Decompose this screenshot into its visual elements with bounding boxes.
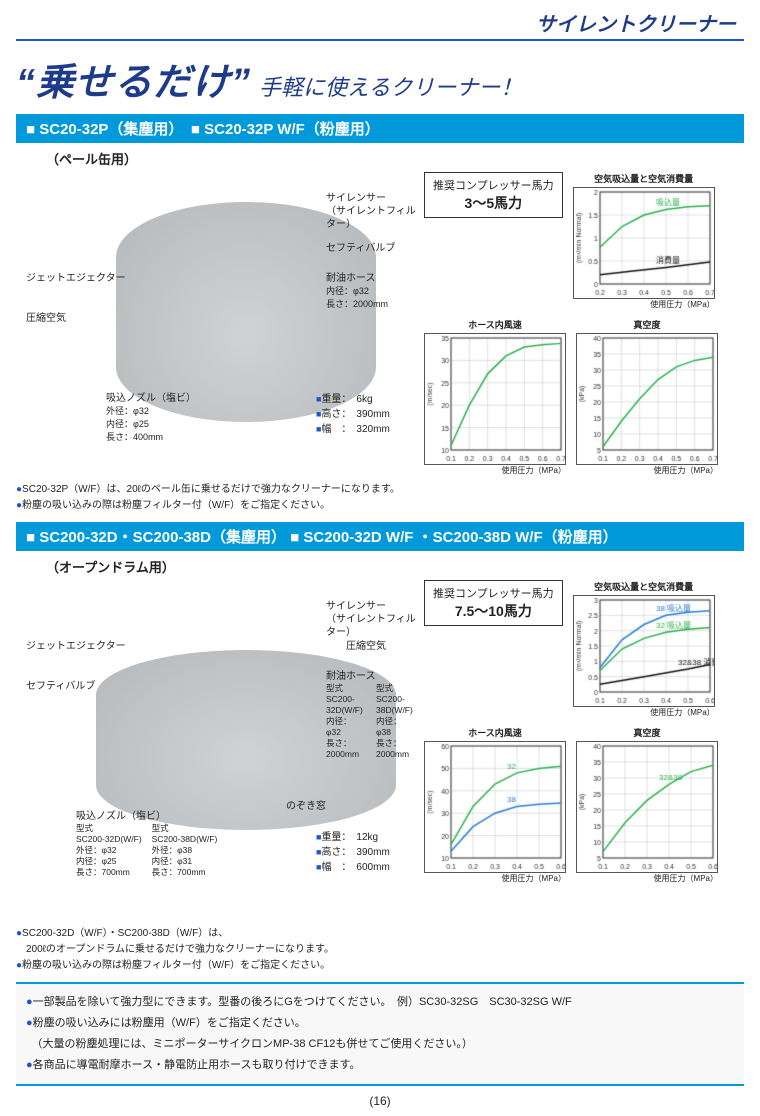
callout-nozzle: 吸込ノズル（塩ビ） 外径：φ32内径：φ25長さ：400mm <box>106 392 196 444</box>
callout-jet: ジェットエジェクター <box>26 640 126 653</box>
product2-diagram: サイレンサー（サイレントフィルター） ジェットエジェクター セフティバルブ 圧縮… <box>16 580 416 920</box>
comp-label: 推奨コンプレッサー馬力 <box>433 177 554 193</box>
product1-weight: ■重量： 6kg ■高さ： 390mm ■幅 ： 320mm <box>316 392 390 437</box>
footer-note: 粉塵の吸い込みには粉塵用（W/F）をご指定ください。 （大量の粉塵処理には、ミニ… <box>26 1017 473 1050</box>
comp-label: 推奨コンプレッサー馬力 <box>433 585 554 601</box>
weight-w: 重量： 6kg <box>321 394 372 405</box>
callout-air: 圧縮空気 <box>26 312 66 325</box>
chart-p1-airflow: 空気吸込量と空気消費量 使用圧力（MPa） <box>573 172 715 310</box>
callout-hose: 耐油ホース 内径：φ32長さ：2000mm <box>326 272 388 311</box>
xlabel: 使用圧力（MPa） <box>424 873 566 884</box>
callout-safety: セフティバルブ <box>326 242 395 255</box>
chart-title: 空気吸込量と空気消費量 <box>573 580 715 593</box>
chart-title: 真空度 <box>576 726 718 739</box>
callout-hose-spec: 内径：φ32長さ：2000mm <box>326 286 388 309</box>
chart-p2-vacuum: 真空度 使用圧力（MPa） <box>576 726 718 884</box>
note: SC20-32P（W/F）は、20ℓのペール缶に乗せるだけで強力なクリーナーにな… <box>22 484 400 495</box>
comp-hp: 3〜5馬力 <box>433 193 554 213</box>
compressor-box-1: 推奨コンプレッサー馬力 3〜5馬力 <box>424 172 563 218</box>
nozzle-spec-l: 型式SC200-32D(W/F)外径：φ32内径：φ25長さ：700mm <box>76 823 142 878</box>
xlabel: 使用圧力（MPa） <box>576 465 718 476</box>
chart-p2-velocity: ホース内風速 使用圧力（MPa） <box>424 726 566 884</box>
product2-section: （オープンドラム用） サイレンサー（サイレントフィルター） ジェットエジェクター… <box>16 557 744 974</box>
brand-underline <box>16 39 744 41</box>
callout-hose-label: 耐油ホース <box>326 273 376 284</box>
callout-nozzle: 吸込ノズル（塩ビ） 型式SC200-32D(W/F)外径：φ32内径：φ25長さ… <box>76 810 217 878</box>
product1-diagram: サイレンサー（サイレントフィルター） セフティバルブ ジェットエジェクター 圧縮… <box>16 172 416 472</box>
callout-hose: 耐油ホース 型式SC200-32D(W/F)内径：φ32長さ：2000mm 型式… <box>326 670 416 760</box>
callout-silencer: サイレンサー（サイレントフィルター） <box>326 600 416 639</box>
footer-notes: ●一部製品を除いて強力型にできます。型番の後ろにGをつけてください。 例）SC3… <box>16 982 744 1086</box>
brand-title: サイレントクリーナー <box>16 8 744 37</box>
callout-silencer: サイレンサー（サイレントフィルター） <box>326 192 416 231</box>
product1-notes: ●SC20-32P（W/F）は、20ℓのペール缶に乗せるだけで強力なクリーナーに… <box>16 482 744 514</box>
callout-air: 圧縮空気 <box>346 640 386 653</box>
chart-title: ホース内風速 <box>424 318 566 331</box>
xlabel: 使用圧力（MPa） <box>573 707 715 718</box>
product2-weight: ■重量： 12kg ■高さ： 390mm ■幅 ： 600mm <box>316 830 390 875</box>
product2-charts: 推奨コンプレッサー馬力 7.5〜10馬力 空気吸込量と空気消費量 使用圧力（MP… <box>424 580 744 920</box>
hose-spec-r: 型式SC200-38D(W/F)内径：φ38長さ：2000mm <box>376 683 416 760</box>
callout-nozzle-spec: 外径：φ32内径：φ25長さ：400mm <box>106 406 163 442</box>
chart-title: 真空度 <box>576 318 718 331</box>
xlabel: 使用圧力（MPa） <box>576 873 718 884</box>
comp-hp: 7.5〜10馬力 <box>433 601 554 621</box>
callout-jet: ジェットエジェクター <box>26 272 126 285</box>
product1-section: （ペール缶用） サイレンサー（サイレントフィルター） セフティバルブ ジェットエ… <box>16 149 744 514</box>
chart-title: 空気吸込量と空気消費量 <box>573 172 715 185</box>
product2-subtitle: （オープンドラム用） <box>46 557 744 576</box>
xlabel: 使用圧力（MPa） <box>573 299 715 310</box>
weight-wd: 幅 ： 600mm <box>321 862 389 873</box>
section-bar-2: ■ SC200-32D・SC200-38D（集塵用） ■ SC200-32D W… <box>16 522 744 551</box>
hose-spec-l: 型式SC200-32D(W/F)内径：φ32長さ：2000mm <box>326 683 366 760</box>
callout-nozzle-label: 吸込ノズル（塩ビ） <box>76 811 166 822</box>
section-bar-1: ■ SC20-32P（集塵用） ■ SC20-32P W/F（粉塵用） <box>16 114 744 143</box>
xlabel: 使用圧力（MPa） <box>424 465 566 476</box>
page-number: (16) <box>16 1094 744 1108</box>
product1-subtitle: （ペール缶用） <box>46 149 744 168</box>
weight-h: 高さ： 390mm <box>321 847 389 858</box>
note: 粉塵の吸い込みの際は粉塵フィルター付（W/F）をご指定ください。 <box>22 960 330 971</box>
chart-p2-airflow: 空気吸込量と空気消費量 使用圧力（MPa） <box>573 580 715 718</box>
hero-sub: 手軽に使えるクリーナー！ <box>259 70 522 102</box>
weight-wd: 幅 ： 320mm <box>321 424 389 435</box>
note: 粉塵の吸い込みの際は粉塵フィルター付（W/F）をご指定ください。 <box>22 500 330 511</box>
callout-safety: セフティバルブ <box>26 680 95 693</box>
note: SC200-32D（W/F）・SC200-38D（W/F）は、 200ℓのオープ… <box>16 928 334 955</box>
callout-hose-label: 耐油ホース <box>326 671 376 682</box>
product2-notes: ●SC200-32D（W/F）・SC200-38D（W/F）は、 200ℓのオー… <box>16 926 744 974</box>
footer-note: 各商品に導電耐摩ホース・静電防止用ホースも取り付けできます。 <box>33 1059 361 1071</box>
weight-h: 高さ： 390mm <box>321 409 389 420</box>
chart-p1-velocity: ホース内風速 使用圧力（MPa） <box>424 318 566 476</box>
callout-nozzle-label: 吸込ノズル（塩ビ） <box>106 393 196 404</box>
chart-p1-vacuum: 真空度 使用圧力（MPa） <box>576 318 718 476</box>
product1-charts: 推奨コンプレッサー馬力 3〜5馬力 空気吸込量と空気消費量 使用圧力（MPa） … <box>424 172 744 476</box>
hero: “乗せるだけ” 手軽に使えるクリーナー！ <box>16 51 744 106</box>
hero-main: “乗せるだけ” <box>16 51 251 106</box>
compressor-box-2: 推奨コンプレッサー馬力 7.5〜10馬力 <box>424 580 563 626</box>
nozzle-spec-r: 型式SC200-38D(W/F)外径：φ38内径：φ31長さ：700mm <box>152 823 218 878</box>
callout-window: のぞき窓 <box>286 800 326 813</box>
footer-note: 一部製品を除いて強力型にできます。型番の後ろにGをつけてください。 例）SC30… <box>33 996 572 1008</box>
chart-title: ホース内風速 <box>424 726 566 739</box>
weight-w: 重量： 12kg <box>321 832 378 843</box>
